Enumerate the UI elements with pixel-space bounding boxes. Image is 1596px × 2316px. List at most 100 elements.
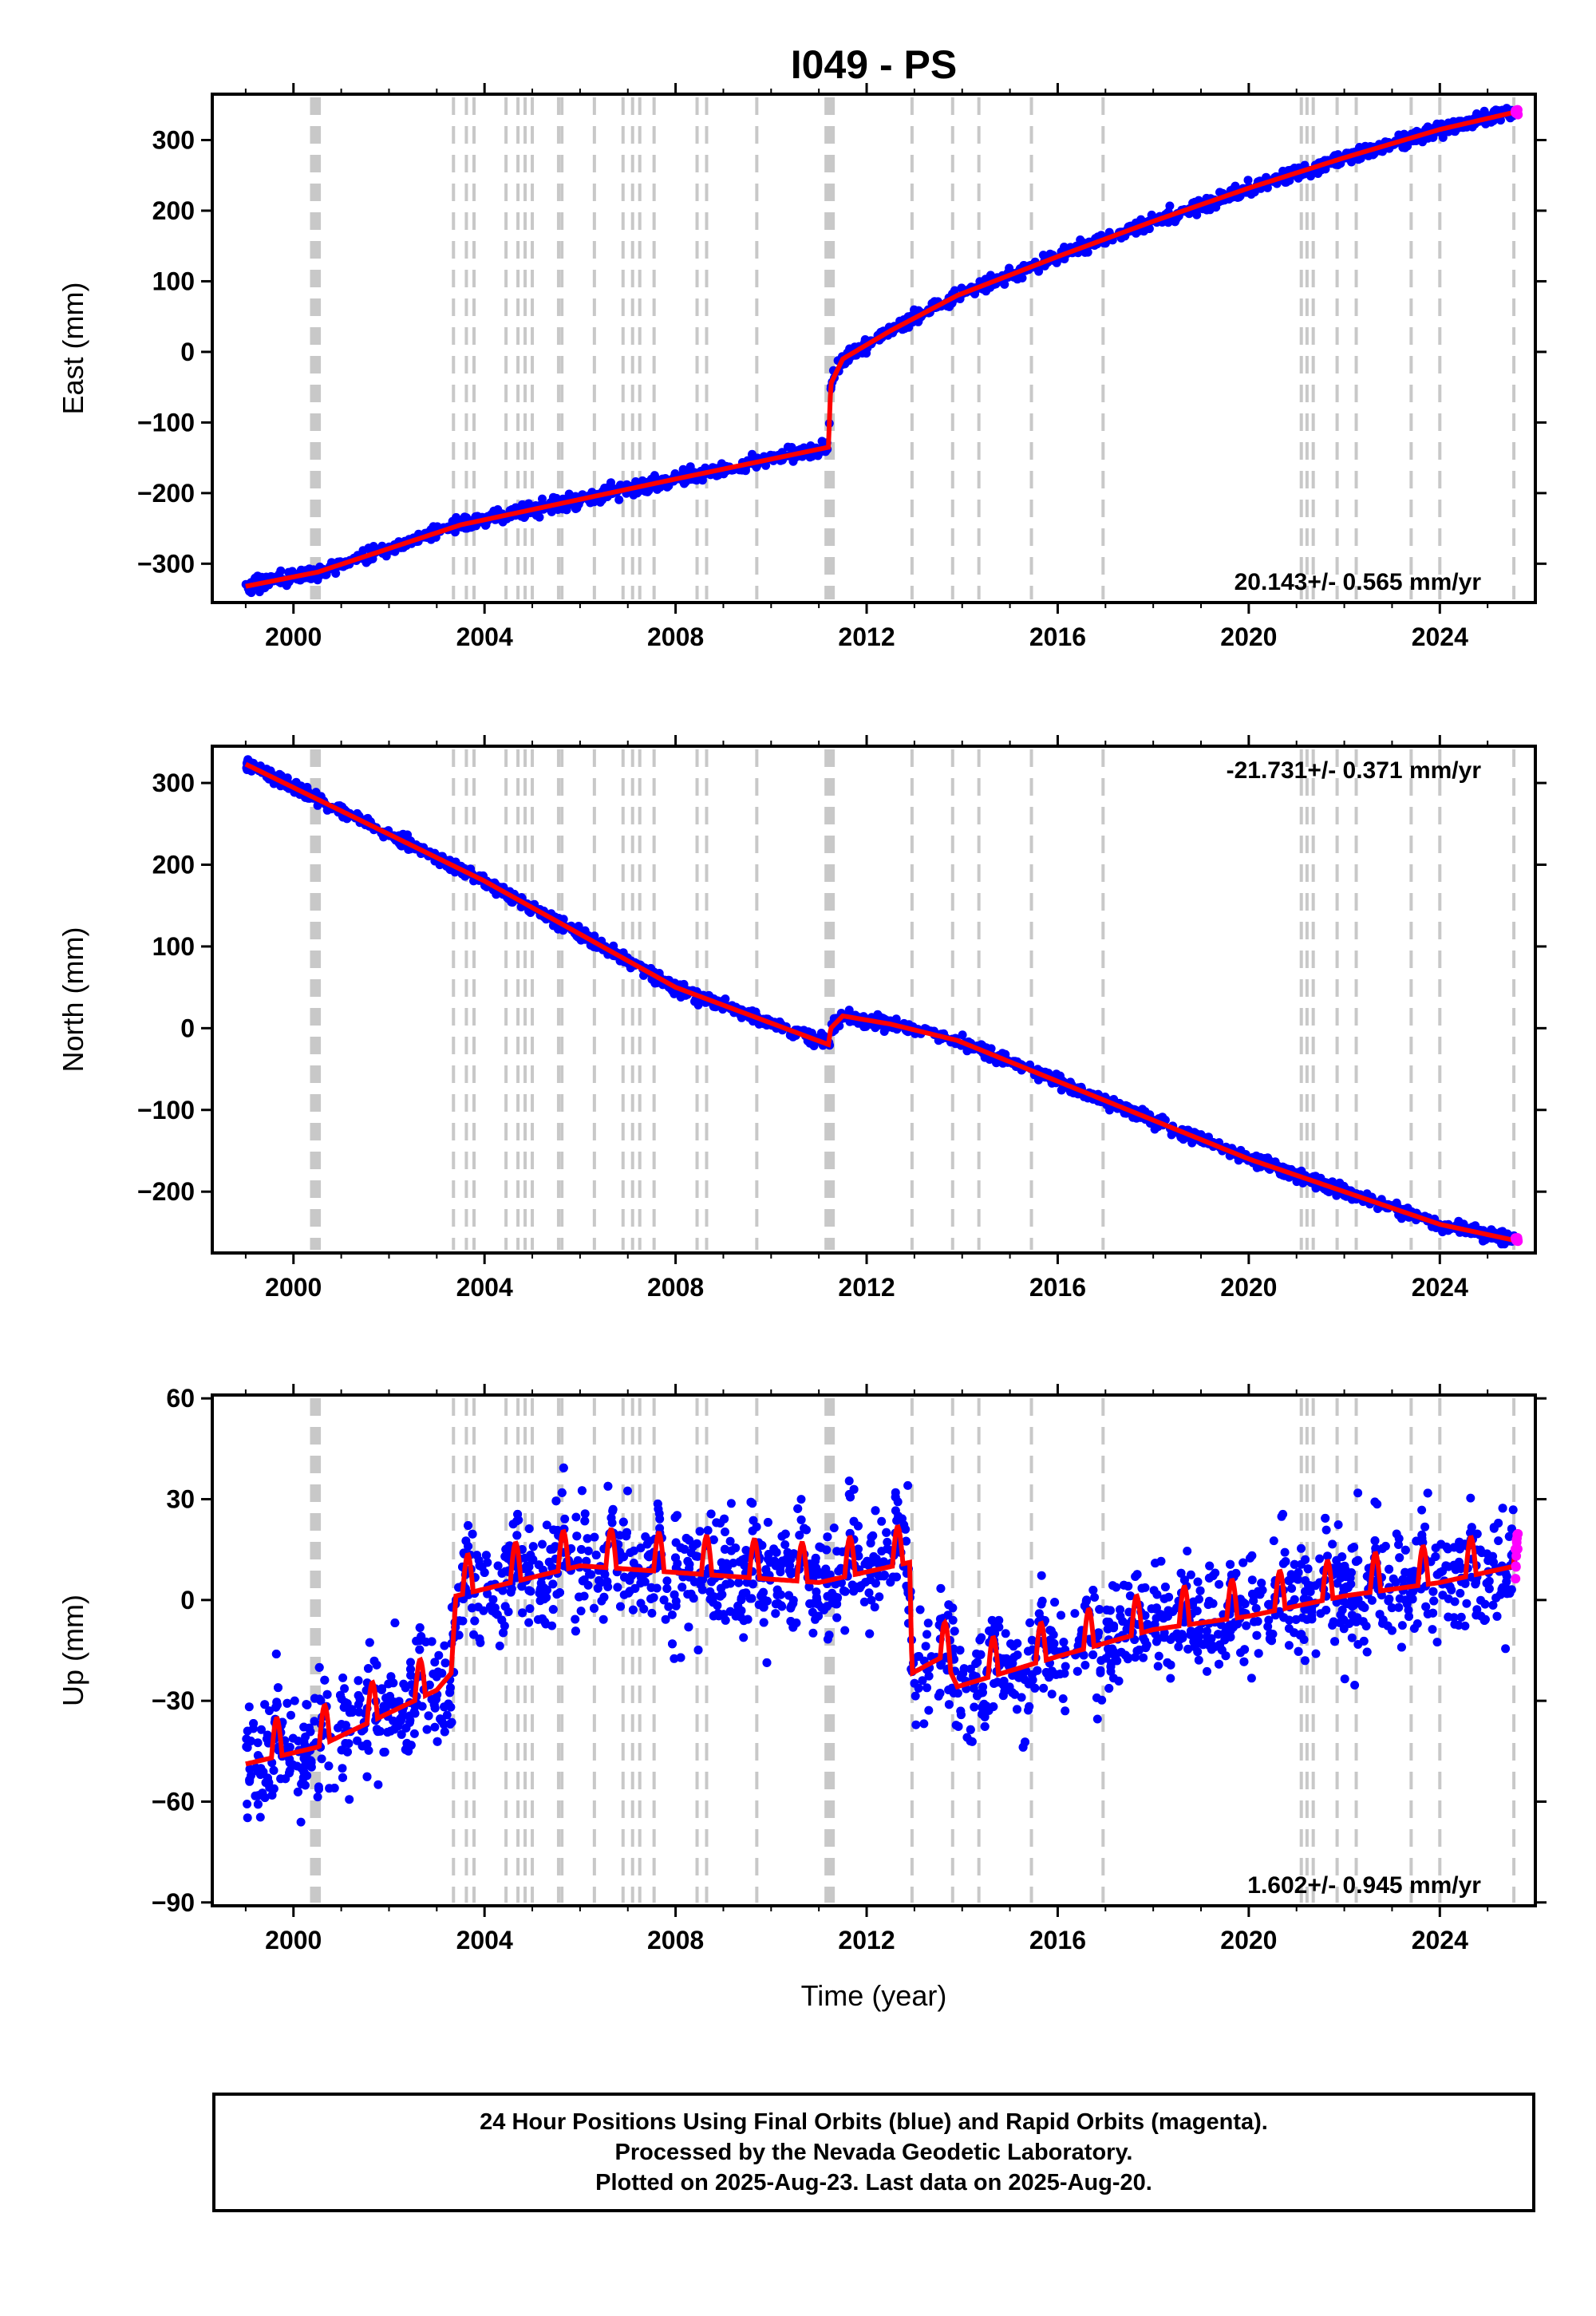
final-orbit-point [915, 1605, 925, 1614]
final-orbit-point [1284, 1641, 1294, 1650]
final-orbit-point [971, 1659, 981, 1669]
final-orbit-point [1494, 1536, 1503, 1546]
final-orbit-point [1420, 1522, 1430, 1531]
final-orbit-point [695, 1527, 705, 1536]
final-orbit-point [721, 1528, 729, 1536]
rate-label: 20.143+/- 0.565 mm/yr [1235, 569, 1482, 595]
final-orbit-point [844, 1476, 854, 1486]
final-orbit-point [1300, 1656, 1310, 1666]
final-orbit-point [1328, 1539, 1337, 1549]
final-orbit-point [1092, 1714, 1102, 1724]
final-orbit-point [1432, 1638, 1442, 1647]
final-orbit-point [796, 1495, 806, 1504]
y-tick-label: −100 [137, 408, 195, 437]
model-fit-line [244, 761, 1517, 1243]
final-orbit-point [1311, 1649, 1321, 1658]
final-orbit-point [296, 1817, 306, 1827]
final-orbit-point [1428, 1625, 1437, 1634]
final-orbit-point [1194, 1655, 1203, 1665]
x-tick-label: 2012 [838, 622, 895, 651]
final-orbit-point [966, 1737, 975, 1746]
x-tick-label: 2008 [647, 622, 704, 651]
final-orbit-point [244, 1702, 254, 1712]
final-orbit-point [528, 1542, 538, 1551]
final-orbit-point [1307, 1614, 1317, 1624]
final-orbit-point [726, 1499, 736, 1508]
final-orbit-point [891, 1506, 900, 1516]
final-orbit-point [919, 1719, 929, 1729]
x-tick-label: 2012 [838, 1273, 895, 1302]
final-orbit-point [538, 1539, 547, 1549]
step-lines [310, 97, 1516, 599]
final-orbit-point [608, 1504, 618, 1514]
final-orbit-point [922, 1683, 931, 1693]
final-orbit-point [1139, 1653, 1148, 1662]
x-tick-label: 2000 [265, 1273, 322, 1302]
final-orbit-point [1263, 1622, 1273, 1631]
final-orbit-point [1450, 1597, 1460, 1607]
final-orbit-point [314, 1784, 323, 1794]
final-orbit-point [877, 1516, 887, 1526]
final-orbit-point [1153, 1662, 1163, 1671]
final-orbit-point [430, 1722, 440, 1732]
final-orbit-point [712, 1518, 721, 1528]
final-orbit-point [1205, 205, 1215, 215]
final-orbit-point [1215, 1579, 1224, 1589]
final-orbit-point [1323, 1551, 1332, 1561]
final-orbit-point [560, 1514, 570, 1524]
y-tick-label: −200 [137, 1177, 195, 1206]
final-orbit-point [1239, 1657, 1249, 1666]
final-orbit-point [347, 1708, 357, 1717]
final-orbit-point [1375, 1610, 1385, 1619]
final-orbit-point [1466, 1493, 1476, 1503]
final-orbit-point [883, 1537, 892, 1547]
step-lines [310, 749, 1516, 1250]
final-orbit-point [571, 1614, 580, 1624]
final-orbit-point [1152, 1590, 1162, 1599]
final-orbit-point [911, 1691, 920, 1701]
final-orbit-point [243, 1800, 252, 1808]
final-orbit-point [345, 1795, 354, 1804]
final-orbit-point [460, 512, 469, 522]
final-orbit-point [676, 1653, 685, 1662]
final-orbit-point [524, 1524, 534, 1533]
final-orbit-point [1057, 1611, 1065, 1620]
x-tick-label: 2016 [1029, 1273, 1086, 1302]
rate-label: -21.731+/- 0.371 mm/yr [1227, 757, 1482, 784]
final-orbit-point [958, 1030, 967, 1040]
final-orbit-point [1297, 1543, 1306, 1553]
final-orbit-point [1166, 1674, 1175, 1683]
y-tick-label: −300 [137, 549, 195, 578]
final-orbit-point [1353, 1488, 1363, 1498]
final-orbit-point [1280, 1547, 1290, 1557]
final-orbit-point [921, 1642, 930, 1651]
final-orbit-point [1061, 1706, 1070, 1716]
final-orbit-point [1001, 1629, 1010, 1638]
y-tick-label: 0 [180, 338, 195, 366]
final-orbit-point [924, 1705, 934, 1715]
final-orbit-point [1333, 1520, 1343, 1529]
final-orbit-point [313, 1792, 322, 1802]
final-orbit-point [1058, 1694, 1068, 1703]
final-orbit-point [739, 1633, 749, 1642]
final-orbit-point [495, 1641, 504, 1650]
final-orbit-point [811, 1614, 820, 1624]
final-orbit-point [571, 1512, 581, 1522]
final-orbit-point [1246, 1674, 1256, 1683]
final-orbit-point [1153, 1634, 1163, 1643]
y-tick-label: −100 [137, 1096, 195, 1124]
final-orbit-point [1476, 1595, 1485, 1605]
final-orbit-point [572, 1531, 582, 1541]
model-fit-line [245, 109, 1517, 589]
final-orbit-points [241, 104, 1518, 598]
final-orbit-point [286, 1710, 295, 1720]
final-orbit-point [805, 453, 815, 462]
final-orbit-point [1030, 1683, 1040, 1693]
final-orbit-point [697, 476, 707, 485]
final-orbit-point [1192, 210, 1202, 219]
final-orbit-point [903, 1480, 913, 1490]
final-orbit-point [338, 1673, 348, 1682]
x-tick-label: 2004 [456, 1273, 513, 1302]
final-orbit-point [361, 558, 371, 567]
